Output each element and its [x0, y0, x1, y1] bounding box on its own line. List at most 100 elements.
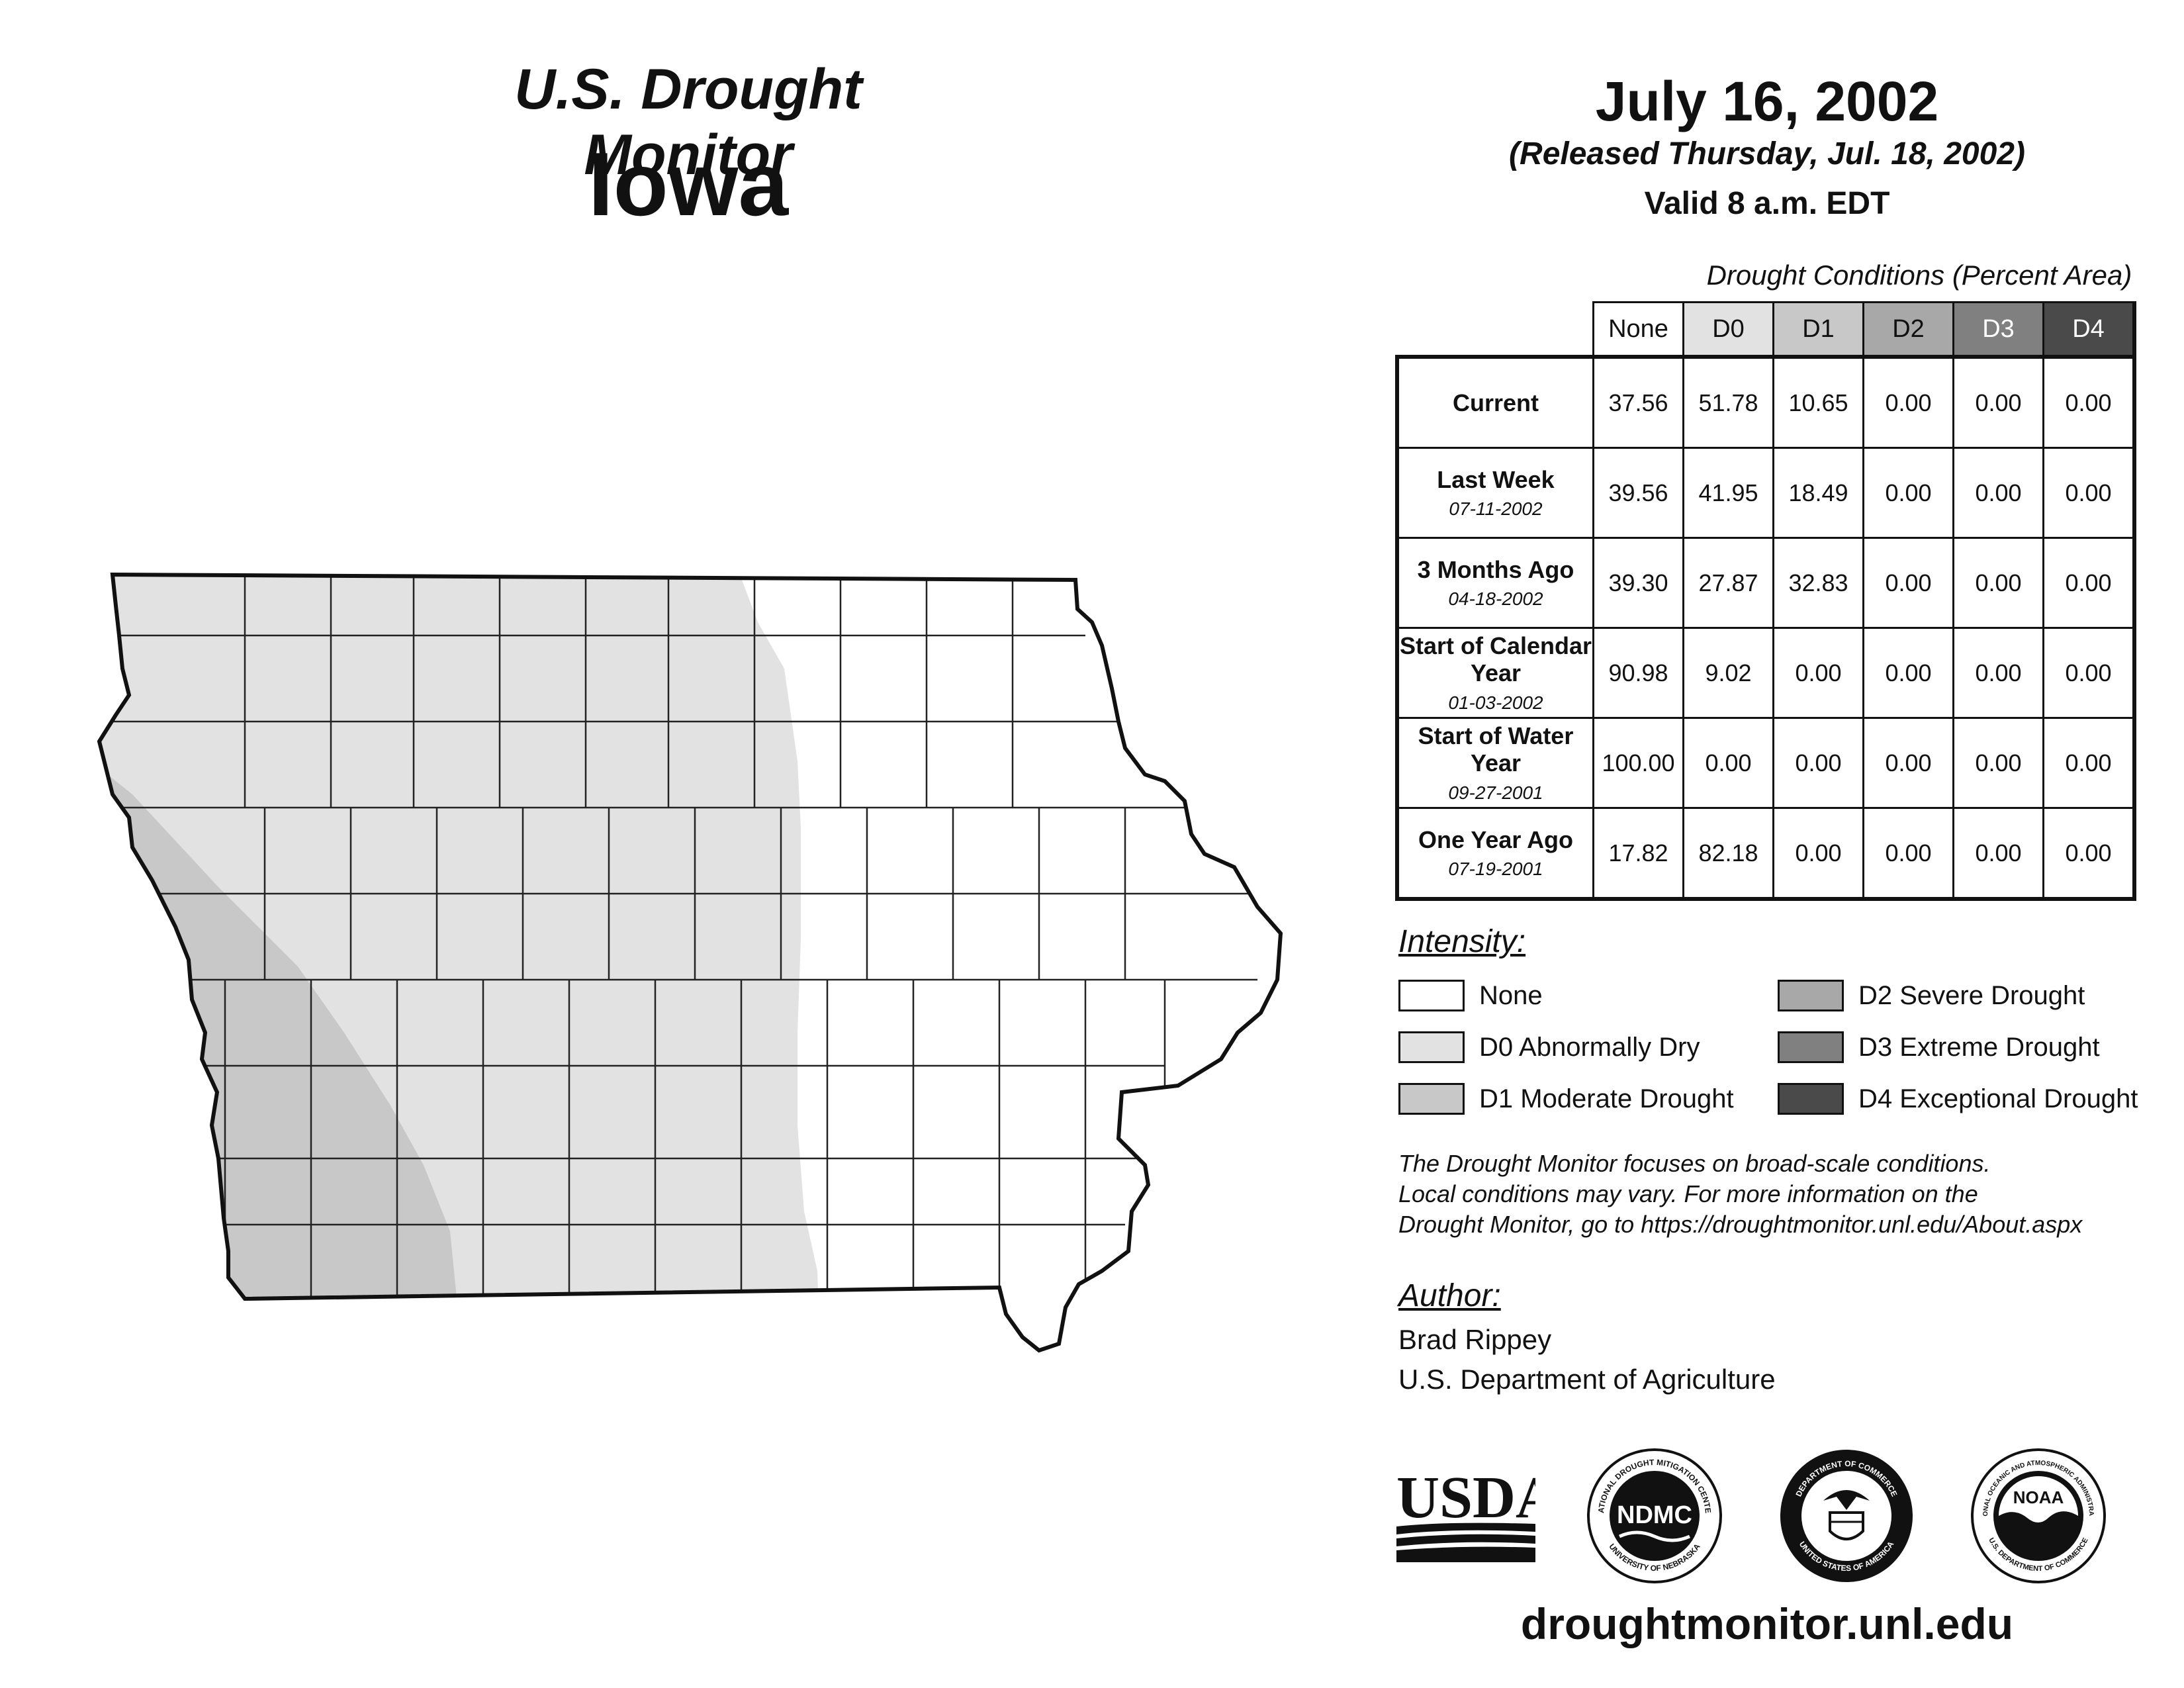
- author-heading: Author:: [1398, 1278, 1501, 1313]
- ndmc-logo: NATIONAL DROUGHT MITIGATION CENTER UNIVE…: [1585, 1446, 1722, 1583]
- ndmc-logo-text: NDMC: [1617, 1501, 1692, 1529]
- row-date: 04-18-2002: [1448, 588, 1543, 610]
- author-name: Brad Rippey: [1398, 1324, 1552, 1355]
- table-cell: 27.87: [1682, 537, 1774, 629]
- table-cell: 0.00: [1952, 807, 2044, 901]
- legend-item-d4: D4 Exceptional Drought: [1778, 1083, 2138, 1115]
- table-cell: 0.00: [1952, 627, 2044, 719]
- table-cell: 0.00: [1952, 717, 2044, 809]
- table-cell: 0.00: [1862, 717, 1954, 809]
- legend-swatch: [1778, 1031, 1844, 1063]
- table-cell: 0.00: [2042, 447, 2136, 539]
- map-date: July 16, 2002: [1595, 70, 1939, 132]
- table-cell: 0.00: [1952, 355, 2044, 449]
- row-date: 07-11-2002: [1449, 498, 1543, 520]
- legend-swatch: [1398, 1031, 1465, 1063]
- note-line: Drought Monitor, go to https://droughtmo…: [1398, 1211, 2083, 1239]
- legend-label: D3 Extreme Drought: [1858, 1032, 2100, 1062]
- table-cell: 0.00: [1772, 627, 1864, 719]
- column-header: D0: [1682, 301, 1774, 358]
- release-date: (Released Thursday, Jul. 18, 2002): [1509, 136, 2025, 171]
- intensity-heading: Intensity:: [1398, 924, 1526, 959]
- table-cell: 17.82: [1592, 807, 1684, 901]
- row-label-text: Current: [1452, 389, 1539, 416]
- table-cell: 0.00: [2042, 717, 2136, 809]
- table-cell: 0.00: [2042, 355, 2136, 449]
- table-cell: 0.00: [2042, 537, 2136, 629]
- table-cell: 18.49: [1772, 447, 1864, 539]
- table-cell: 0.00: [1682, 717, 1774, 809]
- table-cell: 37.56: [1592, 355, 1684, 449]
- row-label-text: One Year Ago: [1418, 825, 1574, 853]
- note-line: Local conditions may vary. For more info…: [1398, 1180, 1978, 1208]
- commerce-seal-logo: DEPARTMENT OF COMMERCE UNITED STATES OF …: [1780, 1450, 1913, 1582]
- table-cell: 0.00: [2042, 627, 2136, 719]
- legend-item-none: None: [1398, 980, 1543, 1011]
- legend-swatch: [1398, 980, 1465, 1011]
- row-label: 3 Months Ago 04-18-2002: [1395, 537, 1594, 629]
- disclaimer-note: The Drought Monitor focuses on broad-sca…: [1398, 1149, 2160, 1240]
- row-date: 07-19-2001: [1448, 859, 1543, 880]
- table-cell: 39.56: [1592, 447, 1684, 539]
- table-row: Current 37.56 51.78 10.65 0.00 0.00 0.00: [1395, 355, 2136, 449]
- table-cell: 39.30: [1592, 537, 1684, 629]
- table-cell: 32.83: [1772, 537, 1864, 629]
- drought-conditions-table: None D0 D1 D2 D3 D4 Current 37.56 51.78 …: [1395, 301, 2136, 901]
- row-label-text: Start of Calendar Year: [1399, 632, 1592, 687]
- row-label: Current: [1395, 355, 1594, 449]
- table-header-row: None D0 D1 D2 D3 D4: [1397, 301, 2136, 358]
- legend-item-d3: D3 Extreme Drought: [1778, 1031, 2100, 1063]
- table-cell: 51.78: [1682, 355, 1774, 449]
- legend-label: None: [1479, 980, 1543, 1010]
- legend-label: D1 Moderate Drought: [1479, 1084, 1734, 1113]
- table-row: Start of Calendar Year 01-03-2002 90.98 9…: [1395, 627, 2136, 719]
- table-row: 3 Months Ago 04-18-2002 39.30 27.87 32.83…: [1395, 537, 2136, 629]
- row-label-text: 3 Months Ago: [1417, 555, 1574, 583]
- column-header: D1: [1772, 301, 1864, 358]
- row-label-text: Last Week: [1437, 465, 1555, 493]
- legend-label: D2 Severe Drought: [1858, 980, 2085, 1010]
- table-row: Start of Water Year 09-27-2001 100.00 0.0…: [1395, 717, 2136, 809]
- legend-swatch: [1398, 1083, 1465, 1115]
- row-date: 01-03-2002: [1448, 692, 1543, 713]
- table-caption: Drought Conditions (Percent Area): [1706, 259, 2132, 291]
- column-header: D3: [1952, 301, 2044, 358]
- column-header: None: [1592, 301, 1684, 358]
- table-cell: 0.00: [1862, 447, 1954, 539]
- legend-item-d2: D2 Severe Drought: [1778, 980, 2085, 1011]
- state-title: Iowa: [588, 134, 789, 234]
- table-cell: 0.00: [1862, 537, 1954, 629]
- legend-swatch: [1778, 1083, 1844, 1115]
- note-line: The Drought Monitor focuses on broad-sca…: [1398, 1150, 1991, 1177]
- row-date: 09-27-2001: [1448, 782, 1543, 803]
- table-cell: 0.00: [2042, 807, 2136, 901]
- monitor-title: U.S. Drought Monitor: [514, 58, 862, 187]
- site-url[interactable]: droughtmonitor.unl.edu: [1520, 1599, 2014, 1648]
- row-label-text: Start of Water Year: [1418, 722, 1574, 777]
- table-cell: 0.00: [1862, 355, 1954, 449]
- column-header: D4: [2042, 301, 2136, 358]
- table-cell: 0.00: [1862, 807, 1954, 901]
- legend-swatch: [1778, 980, 1844, 1011]
- table-cell: 0.00: [1772, 807, 1864, 901]
- table-cell: 0.00: [1772, 717, 1864, 809]
- table-cell: 90.98: [1592, 627, 1684, 719]
- row-label: Start of Water Year 09-27-2001: [1395, 717, 1594, 809]
- legend-item-d0: D0 Abnormally Dry: [1398, 1031, 1700, 1063]
- table-cell: 0.00: [1862, 627, 1954, 719]
- iowa-drought-map: [66, 543, 1297, 1364]
- author-org: U.S. Department of Agriculture: [1398, 1364, 1776, 1395]
- column-header: D2: [1862, 301, 1954, 358]
- table-row: Last Week 07-11-2002 39.56 41.95 18.49 0.…: [1395, 447, 2136, 539]
- row-label: Last Week 07-11-2002: [1395, 447, 1594, 539]
- table-cell: 0.00: [1952, 447, 2044, 539]
- table-cell: 82.18: [1682, 807, 1774, 901]
- valid-time: Valid 8 a.m. EDT: [1644, 186, 1890, 221]
- table-cell: 41.95: [1682, 447, 1774, 539]
- legend-label: D4 Exceptional Drought: [1858, 1084, 2138, 1113]
- table-cell: 10.65: [1772, 355, 1864, 449]
- noaa-logo: NATIONAL OCEANIC AND ATMOSPHERIC ADMINIS…: [1969, 1446, 2106, 1583]
- row-label: One Year Ago 07-19-2001: [1395, 807, 1594, 901]
